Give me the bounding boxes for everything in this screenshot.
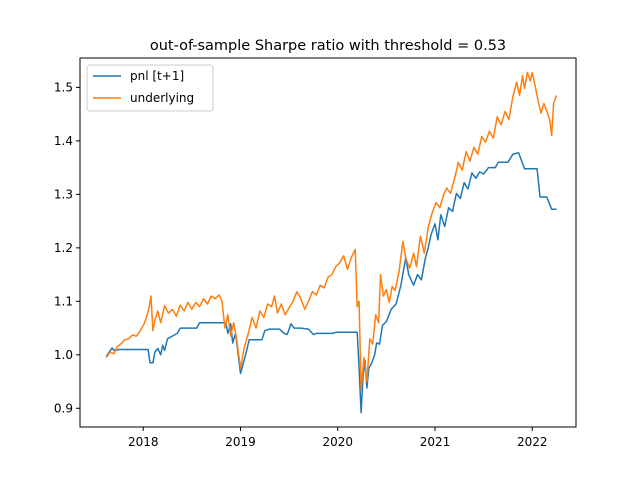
y-tick-label: 1.5: [54, 80, 73, 94]
x-axis: 2018 2019 2020 2021 2022: [128, 427, 548, 449]
x-tick-label: 2019: [225, 435, 256, 449]
plot-background: [80, 58, 576, 427]
y-tick-label: 1.0: [54, 348, 73, 362]
legend-label-underlying: underlying: [130, 91, 194, 105]
chart-title: out-of-sample Sharpe ratio with threshol…: [150, 38, 506, 54]
series-layer: [105, 71, 558, 414]
series-line-pnl: [105, 151, 557, 414]
y-axis: 0.9 1.0 1.1 1.2 1.3 1.4 1.5: [54, 80, 80, 415]
y-tick-label: 1.3: [54, 187, 73, 201]
x-tick-label: 2021: [420, 435, 451, 449]
legend-label-pnl: pnl [t+1]: [130, 69, 184, 83]
y-tick-label: 1.2: [54, 241, 73, 255]
y-tick-label: 1.4: [54, 134, 73, 148]
series-line-underlying: [105, 71, 558, 391]
y-tick-label: 1.1: [54, 294, 73, 308]
plot-area: [79, 57, 577, 428]
x-tick-label: 2020: [322, 435, 353, 449]
x-tick-label: 2022: [517, 435, 548, 449]
axes-frame: [79, 57, 577, 428]
legend: pnl [t+1] underlying: [86, 64, 214, 112]
y-tick-label: 0.9: [54, 401, 73, 415]
x-tick-label: 2018: [128, 435, 159, 449]
